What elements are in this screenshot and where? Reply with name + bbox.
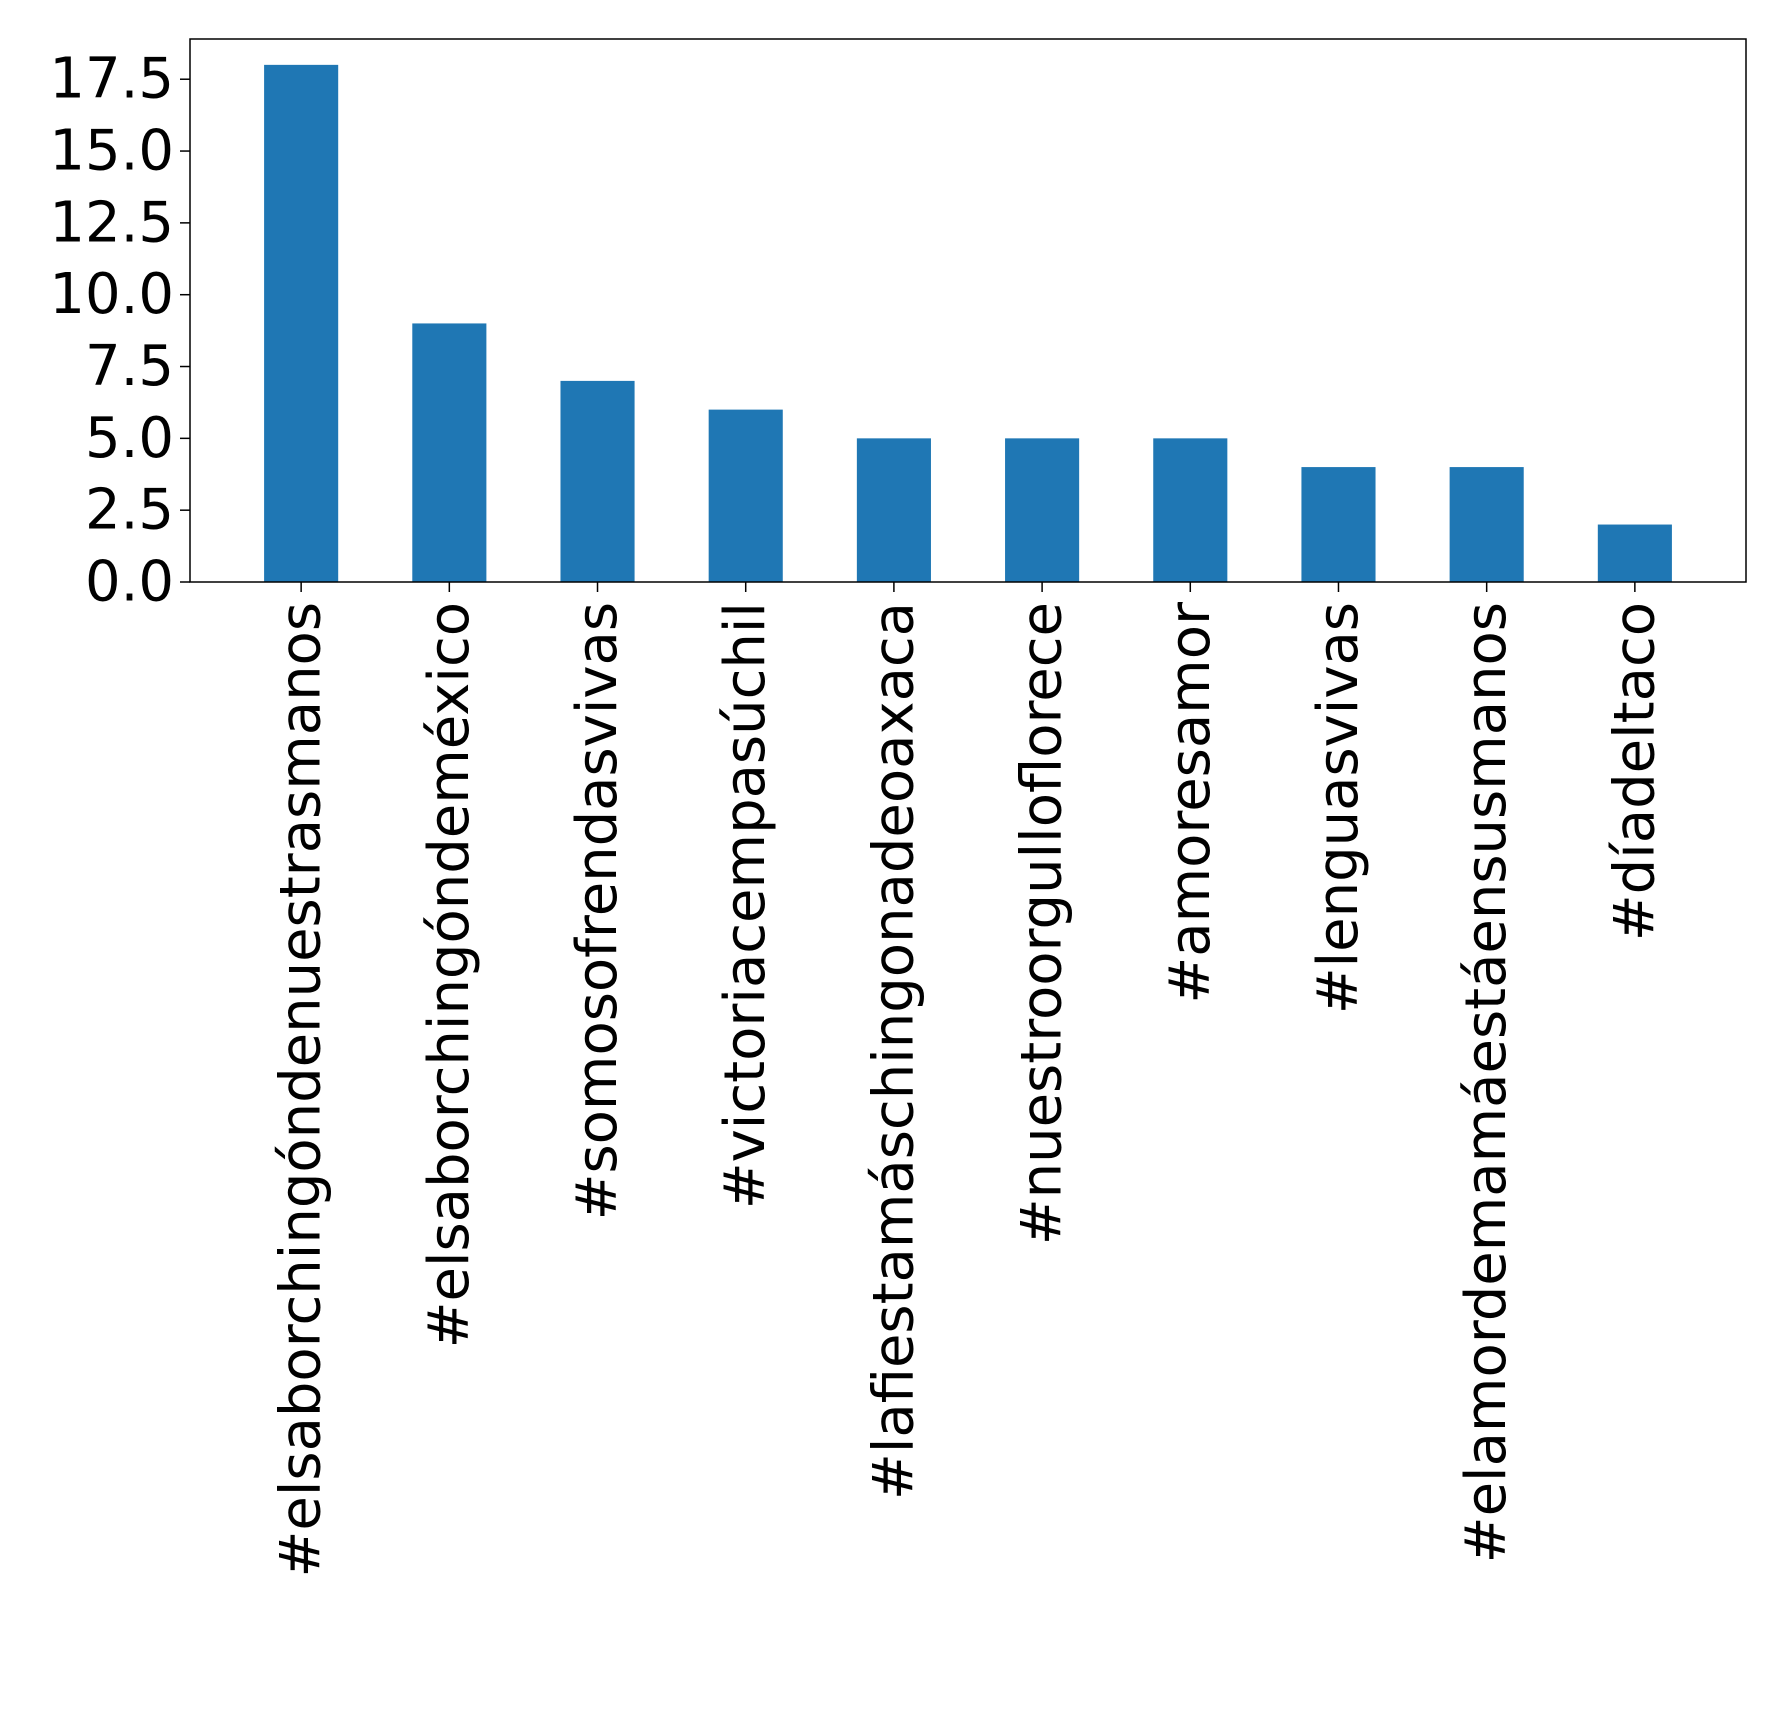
x-tick-label: #nuestroorgulloflorece	[1010, 602, 1075, 1245]
x-tick-label: #lafiestamáschingonadeoaxaca	[861, 602, 926, 1500]
bar-7	[1153, 438, 1227, 582]
y-tick-label: 0.0	[85, 550, 174, 615]
bar-4	[709, 410, 783, 582]
bar-1	[264, 65, 338, 582]
x-tick-label: #elsaborchingóndeméxico	[417, 602, 482, 1348]
x-tick-label: #somosofrendasvivas	[565, 602, 630, 1220]
y-tick-label: 17.5	[49, 47, 174, 112]
x-tick-label: #amoresamor	[1158, 601, 1223, 1004]
bar-9	[1450, 467, 1524, 582]
bars-group	[264, 65, 1672, 582]
bar-3	[560, 381, 634, 582]
x-tick-label: #lenguasvivas	[1306, 602, 1371, 1014]
x-tick-label: #elamordemamáestáensusmanos	[1454, 602, 1519, 1563]
x-tick-label: #díadeltaco	[1602, 602, 1667, 941]
bar-8	[1301, 467, 1375, 582]
bar-10	[1598, 525, 1672, 582]
bar-6	[1005, 438, 1079, 582]
y-tick-label: 5.0	[85, 406, 174, 471]
y-tick-label: 10.0	[49, 262, 174, 327]
chart-container: 0.0 2.5 5.0 7.5 10.0 12.5 15.0 17.5 #elsaborchi…	[0, 0, 1778, 1716]
x-axis: #elsaborchingóndenuestrasmanos #elsaborch…	[269, 582, 1668, 1578]
y-axis: 0.0 2.5 5.0 7.5 10.0 12.515.0 17.5	[49, 47, 190, 615]
bar-5	[857, 438, 931, 582]
y-tick-label: 15.0	[49, 119, 174, 184]
x-tick-label: #elsaborchingóndenuestrasmanos	[269, 602, 334, 1578]
bar-2	[412, 323, 486, 582]
y-tick-label: 12.5	[49, 190, 174, 255]
y-tick-label: 7.5	[85, 334, 174, 399]
bar-chart: 0.0 2.5 5.0 7.5 10.0 12.515.0 17.5 #elsaborchi…	[0, 0, 1778, 1716]
y-tick-label: 2.5	[85, 478, 174, 543]
x-tick-label: #victoriacempasúchil	[713, 602, 778, 1209]
